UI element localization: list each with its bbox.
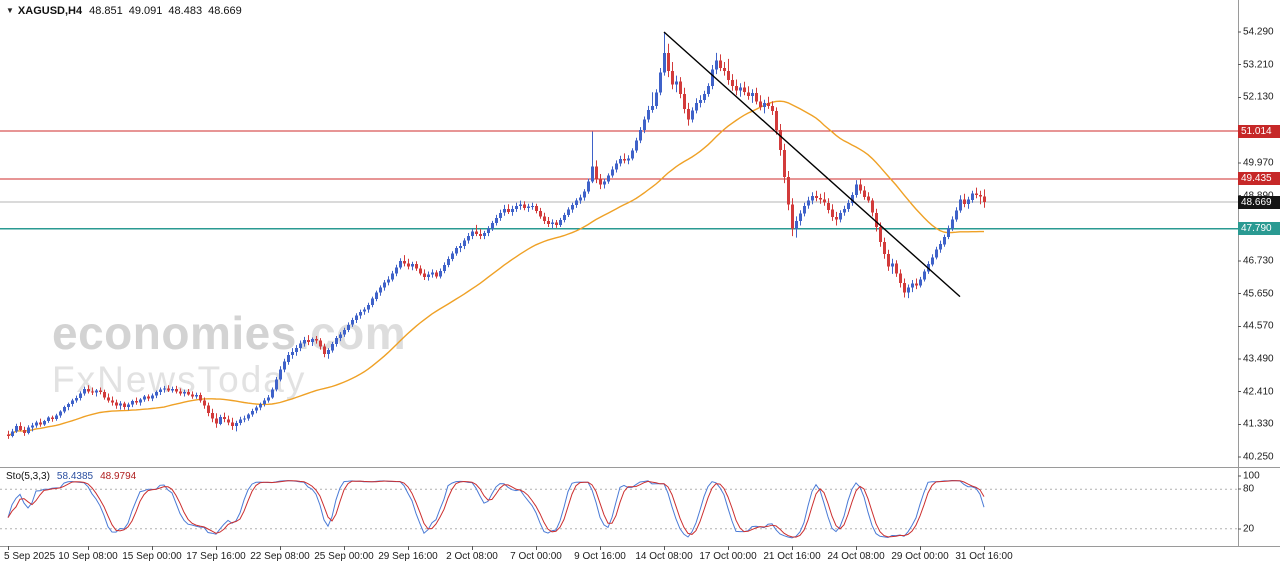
time-axis-label: 21 Oct 16:00 <box>763 551 821 562</box>
indicator-name: Sto(5,3,3) <box>6 471 50 482</box>
time-axis-label: 22 Sep 08:00 <box>250 551 310 562</box>
time-axis-label: 31 Oct 16:00 <box>955 551 1013 562</box>
moving-average-line[interactable] <box>7 100 984 437</box>
watermark-brand-suffix: .com <box>296 307 407 359</box>
time-axis-label: 5 Sep 2025 <box>4 551 56 562</box>
ohlc-close: 48.669 <box>208 5 242 17</box>
time-axis-label: 29 Sep 16:00 <box>378 551 438 562</box>
ohlc-low: 48.483 <box>168 5 203 17</box>
symbol-timeframe-label: XAGUSD,H4 <box>17 5 83 17</box>
symbol-info-bar: ▼ XAGUSD,H4 48.851 49.091 48.483 48.669 <box>6 5 248 17</box>
time-axis-label: 2 Oct 08:00 <box>446 551 498 562</box>
indicator-main-value: 58.4385 <box>56 471 94 482</box>
time-axis-label: 7 Oct 00:00 <box>510 551 562 562</box>
indicator-signal-value: 48.9794 <box>100 471 137 482</box>
trendline[interactable] <box>663 31 961 298</box>
ohlc-open: 48.851 <box>89 5 123 17</box>
time-axis[interactable]: 5 Sep 2025 10 Sep 08:00 15 Sep 00:00 17 Sep… <box>0 549 1280 566</box>
stochastic-signal-line <box>7 480 985 538</box>
symbol-dropdown-icon[interactable]: ▼ <box>6 6 14 15</box>
time-axis-label: 10 Sep 08:00 <box>58 551 118 562</box>
stochastic-main-line <box>7 479 985 539</box>
time-axis-label: 17 Oct 00:00 <box>699 551 757 562</box>
candles-layer <box>7 32 986 439</box>
ohlc-high: 49.091 <box>128 5 163 17</box>
time-axis-label: 29 Oct 00:00 <box>891 551 949 562</box>
watermark-brand: economies.com <box>52 307 407 359</box>
time-axis-label: 15 Sep 00:00 <box>122 551 182 562</box>
time-axis-label: 25 Sep 00:00 <box>314 551 374 562</box>
time-axis-label: 24 Oct 08:00 <box>827 551 885 562</box>
watermark: economies.com FxNewsToday <box>52 310 406 399</box>
time-axis-label: 9 Oct 16:00 <box>574 551 626 562</box>
watermark-tagline: FxNewsToday <box>52 358 307 400</box>
indicator-label: Sto(5,3,3) 58.4385 48.9794 <box>6 471 136 482</box>
time-axis-label: 14 Oct 08:00 <box>635 551 693 562</box>
time-axis-label: 17 Sep 16:00 <box>186 551 246 562</box>
